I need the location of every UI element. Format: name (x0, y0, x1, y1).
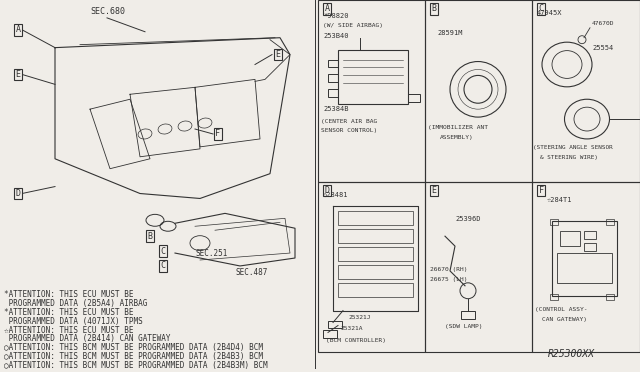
Text: *98820: *98820 (323, 13, 349, 19)
Text: B: B (147, 232, 152, 241)
Text: PROGRAMMED DATA (4071JX) TPMS: PROGRAMMED DATA (4071JX) TPMS (4, 317, 143, 326)
Bar (560, 231, 580, 246)
Bar (557, 253, 612, 283)
Text: PROGRAMMED DATA (2B5A4) AIRBAG: PROGRAMMED DATA (2B5A4) AIRBAG (4, 299, 147, 308)
Bar (328, 89, 338, 97)
Bar (338, 247, 413, 261)
Text: D: D (15, 189, 20, 198)
Bar (425, 0, 532, 182)
Text: SENSOR CONTROL): SENSOR CONTROL) (321, 128, 377, 133)
Bar (550, 294, 558, 300)
Bar (532, 0, 640, 182)
Text: ◇28481: ◇28481 (323, 192, 349, 198)
Bar (584, 231, 596, 239)
Bar (584, 243, 596, 251)
Text: (STEERING ANGLE SENSOR: (STEERING ANGLE SENSOR (533, 145, 612, 150)
Text: (BCM CONTROLLER): (BCM CONTROLLER) (326, 339, 386, 343)
Text: (IMMOBILIZER ANT: (IMMOBILIZER ANT (428, 125, 488, 130)
Text: & STEERING WIRE): & STEERING WIRE) (540, 155, 598, 160)
Text: C: C (161, 247, 166, 256)
Bar (550, 219, 558, 225)
Bar (338, 283, 413, 297)
Text: C: C (161, 262, 166, 270)
Text: *ATTENTION: THIS ECU MUST BE: *ATTENTION: THIS ECU MUST BE (4, 308, 134, 317)
Text: ☆ATTENTION: THIS ECU MUST BE: ☆ATTENTION: THIS ECU MUST BE (4, 326, 134, 334)
Text: 26675 (LH): 26675 (LH) (430, 277, 467, 282)
Bar (408, 94, 420, 102)
Bar (552, 221, 617, 296)
Text: PROGRAMMED DATA (2B414) CAN GATEWAY: PROGRAMMED DATA (2B414) CAN GATEWAY (4, 334, 170, 343)
Text: ○ATTENTION: THIS BCM MUST BE PROGRAMMED DATA (2B4D4) BCM: ○ATTENTION: THIS BCM MUST BE PROGRAMMED … (4, 343, 263, 352)
Text: SEC.487: SEC.487 (235, 268, 268, 277)
Bar (338, 265, 413, 279)
Text: ○ATTENTION: THIS BCM MUST BE PROGRAMMED DATA (2B4B3M) BCM: ○ATTENTION: THIS BCM MUST BE PROGRAMMED … (4, 361, 268, 370)
Text: 253B40: 253B40 (323, 33, 349, 39)
Text: (SDW LAMP): (SDW LAMP) (445, 324, 483, 330)
Text: 26670 (RH): 26670 (RH) (430, 267, 467, 272)
Text: E: E (15, 70, 20, 79)
Text: (CONTROL ASSY-: (CONTROL ASSY- (535, 307, 588, 312)
Text: (CENTER AIR BAG: (CENTER AIR BAG (321, 119, 377, 124)
Text: F: F (216, 129, 221, 138)
Text: E: E (275, 50, 280, 59)
Text: 25554: 25554 (592, 45, 613, 51)
Text: C: C (538, 4, 543, 13)
Bar (328, 321, 342, 328)
Bar (328, 60, 338, 67)
Bar (323, 330, 337, 339)
Text: 25321A: 25321A (340, 327, 362, 331)
Text: ○ATTENTION: THIS BCM MUST BE PROGRAMMED DATA (2B4B3) BCM: ○ATTENTION: THIS BCM MUST BE PROGRAMMED … (4, 352, 263, 361)
Text: B: B (431, 4, 436, 13)
Text: *ATTENTION: THIS ECU MUST BE: *ATTENTION: THIS ECU MUST BE (4, 290, 134, 299)
Text: 47670D: 47670D (592, 21, 614, 26)
Bar (532, 182, 640, 352)
Bar (338, 211, 413, 225)
Text: R25300XX: R25300XX (548, 349, 595, 359)
Bar (328, 74, 338, 82)
Text: 28591M: 28591M (437, 30, 463, 36)
Text: 25384B: 25384B (323, 106, 349, 112)
Bar (338, 49, 408, 104)
Text: F: F (538, 186, 543, 195)
Bar (461, 311, 475, 318)
Text: 25396D: 25396D (455, 216, 481, 222)
Text: ASSEMBLY): ASSEMBLY) (440, 135, 474, 140)
Bar (425, 182, 532, 352)
Bar (318, 182, 425, 352)
Bar (318, 0, 425, 182)
Text: E: E (431, 186, 436, 195)
Text: A: A (15, 25, 20, 34)
Text: SEC.251: SEC.251 (195, 249, 227, 258)
Text: CAN GATEWAY): CAN GATEWAY) (542, 317, 587, 321)
Text: SEC.680: SEC.680 (90, 7, 125, 16)
Text: A: A (324, 4, 330, 13)
Text: D: D (324, 186, 330, 195)
Text: (W/ SIDE AIRBAG): (W/ SIDE AIRBAG) (323, 23, 383, 28)
Bar (606, 294, 614, 300)
Bar (606, 219, 614, 225)
Text: 47945X: 47945X (537, 10, 563, 16)
Bar (338, 229, 413, 243)
Text: 25321J: 25321J (348, 315, 371, 320)
Text: ☆284T1: ☆284T1 (547, 196, 573, 202)
